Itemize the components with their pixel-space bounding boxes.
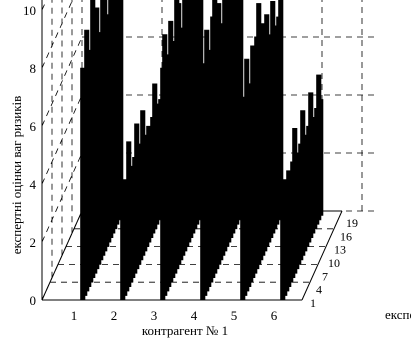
y-tick-label: 10 <box>23 3 36 18</box>
y-axis-title: експертні оцінки ваг ризиків <box>9 96 24 255</box>
z-tick-label: 1 <box>310 296 316 310</box>
x-tick-label: 4 <box>191 308 198 323</box>
y-tick-label: 2 <box>30 235 37 250</box>
z-tick-label: 13 <box>334 243 346 257</box>
y-tick-label: 8 <box>30 61 37 76</box>
x-tick-label: 6 <box>271 308 278 323</box>
x-tick-label: 3 <box>151 308 158 323</box>
x-tick-label: 1 <box>71 308 78 323</box>
z-tick-label: 10 <box>328 256 340 270</box>
y-tick-label: 0 <box>30 293 37 308</box>
bars-layer <box>80 0 324 301</box>
z-tick-label: 19 <box>346 216 358 230</box>
z-tick-label: 4 <box>316 283 322 297</box>
z-tick-label: 16 <box>340 229 352 243</box>
bar-cat3-expert1 <box>160 67 166 301</box>
y-tick-label: 6 <box>30 119 37 134</box>
z-axis-line <box>301 210 343 301</box>
x-axis-title: контрагент № 1 <box>142 323 228 338</box>
bar-cat2-expert1 <box>120 212 126 301</box>
bar-cat4-expert1 <box>200 96 206 301</box>
y-tick-label: 4 <box>30 177 37 192</box>
bar-cat1-expert1 <box>80 67 86 301</box>
z-tick-label: 7 <box>322 269 328 283</box>
x-tick-label: 2 <box>111 308 118 323</box>
bar-cat5-expert1 <box>240 96 246 301</box>
bar-cat6-expert1 <box>280 212 286 301</box>
left-floor-edge <box>41 210 83 301</box>
z-axis-title: експерти <box>385 307 411 322</box>
x-tick-label: 5 <box>231 308 238 323</box>
left-gridline <box>41 36 83 127</box>
